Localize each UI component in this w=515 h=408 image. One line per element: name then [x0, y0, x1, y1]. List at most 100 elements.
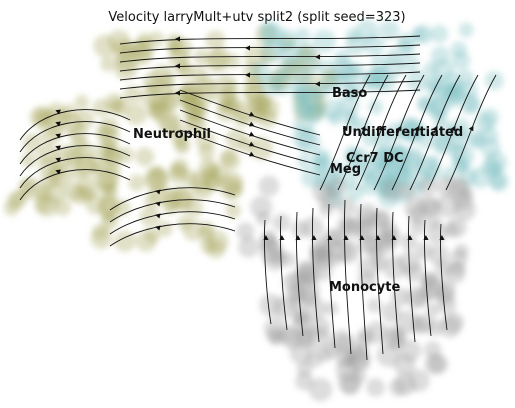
cell-point [352, 369, 367, 384]
streamline-arrow [248, 151, 255, 157]
cell-point-cloud [3, 19, 509, 402]
streamline [408, 215, 416, 343]
cell-point [117, 146, 134, 163]
cell-point [363, 34, 385, 56]
cell-point [434, 133, 455, 154]
streamline-arrow [315, 54, 321, 60]
cell-point [446, 177, 471, 201]
cell-point [281, 251, 296, 267]
streamline [445, 74, 497, 191]
streamline-arrow [342, 125, 348, 132]
cell-point [424, 353, 446, 375]
cell-point [49, 163, 73, 187]
cell-point [296, 42, 316, 61]
streamline [179, 89, 321, 136]
cell-point [376, 343, 401, 368]
cell-point [209, 47, 232, 70]
cell-point [397, 32, 417, 52]
streamline [179, 99, 321, 146]
cell-point [178, 81, 201, 104]
streamline [344, 199, 352, 355]
velocity-streamlines [19, 35, 497, 361]
cell-point [258, 232, 278, 252]
streamline [440, 223, 448, 331]
cell-point [323, 342, 340, 359]
cell-point [273, 295, 297, 320]
cell-point [200, 168, 222, 190]
cell-point [322, 228, 342, 249]
cell-point [425, 198, 442, 215]
streamline-arrow [155, 201, 161, 207]
cell-point [337, 240, 360, 264]
cell-point [381, 179, 403, 202]
cell-point [220, 81, 239, 101]
streamline [373, 74, 425, 191]
cell-point [322, 99, 344, 121]
cell-point [368, 99, 384, 115]
cell-point [416, 96, 432, 111]
streamline-arrow [315, 81, 321, 87]
cell-point [335, 334, 353, 352]
cell-point [393, 373, 417, 396]
streamline-arrow [396, 125, 402, 132]
cell-point [256, 211, 271, 227]
cell-point [114, 56, 138, 81]
streamline [19, 133, 131, 165]
cell-point [251, 60, 271, 81]
cell-point [469, 166, 491, 189]
streamline [296, 211, 304, 337]
streamline [19, 169, 131, 201]
streamline-arrow [55, 157, 61, 163]
streamline-arrow [248, 131, 255, 137]
streamline-arrow [263, 235, 269, 241]
streamline-arrow [175, 90, 181, 96]
cell-point [435, 285, 455, 305]
cell-point [354, 332, 372, 350]
cell-point [336, 216, 356, 236]
cell-point [74, 94, 90, 110]
streamline-arrow [55, 133, 61, 139]
cell-point [397, 116, 421, 140]
cell-point [63, 181, 84, 202]
streamline-arrow [55, 145, 61, 151]
streamline-arrow [343, 235, 349, 241]
cell-point [151, 64, 174, 87]
cell-point [318, 59, 337, 78]
cell-point [206, 230, 229, 253]
streamline [337, 74, 389, 191]
cell-point [159, 92, 178, 112]
cell-point [301, 98, 324, 121]
cell-point [21, 152, 37, 168]
cell-point [103, 147, 123, 167]
streamline-arrow [439, 235, 445, 241]
cluster-label: Baso [332, 86, 367, 101]
streamline-arrow [155, 213, 161, 219]
cell-point [438, 315, 462, 338]
cluster-label: Neutrophil [133, 127, 211, 142]
cell-point [451, 51, 471, 70]
cell-point [96, 166, 120, 190]
cell-point [296, 361, 313, 377]
cell-point [401, 152, 424, 174]
streamline [19, 157, 131, 189]
cell-point [184, 198, 204, 218]
cell-point [271, 72, 294, 96]
cell-point [371, 211, 389, 229]
cell-point [3, 200, 20, 216]
streamline [179, 129, 321, 176]
cell-point [327, 177, 347, 197]
cell-point [190, 65, 208, 84]
streamline-arrow [155, 225, 161, 231]
cluster-label: Meg [330, 162, 361, 177]
cell-point [294, 27, 311, 44]
streamline-arrow [311, 235, 317, 241]
cell-point [157, 109, 181, 134]
streamline [119, 35, 421, 45]
streamline-arrow [279, 235, 285, 241]
cell-point [490, 174, 506, 190]
cell-point [346, 183, 365, 202]
cell-point [419, 284, 437, 302]
cell-point [467, 130, 485, 148]
cell-point [261, 39, 284, 63]
cell-point [225, 53, 241, 69]
